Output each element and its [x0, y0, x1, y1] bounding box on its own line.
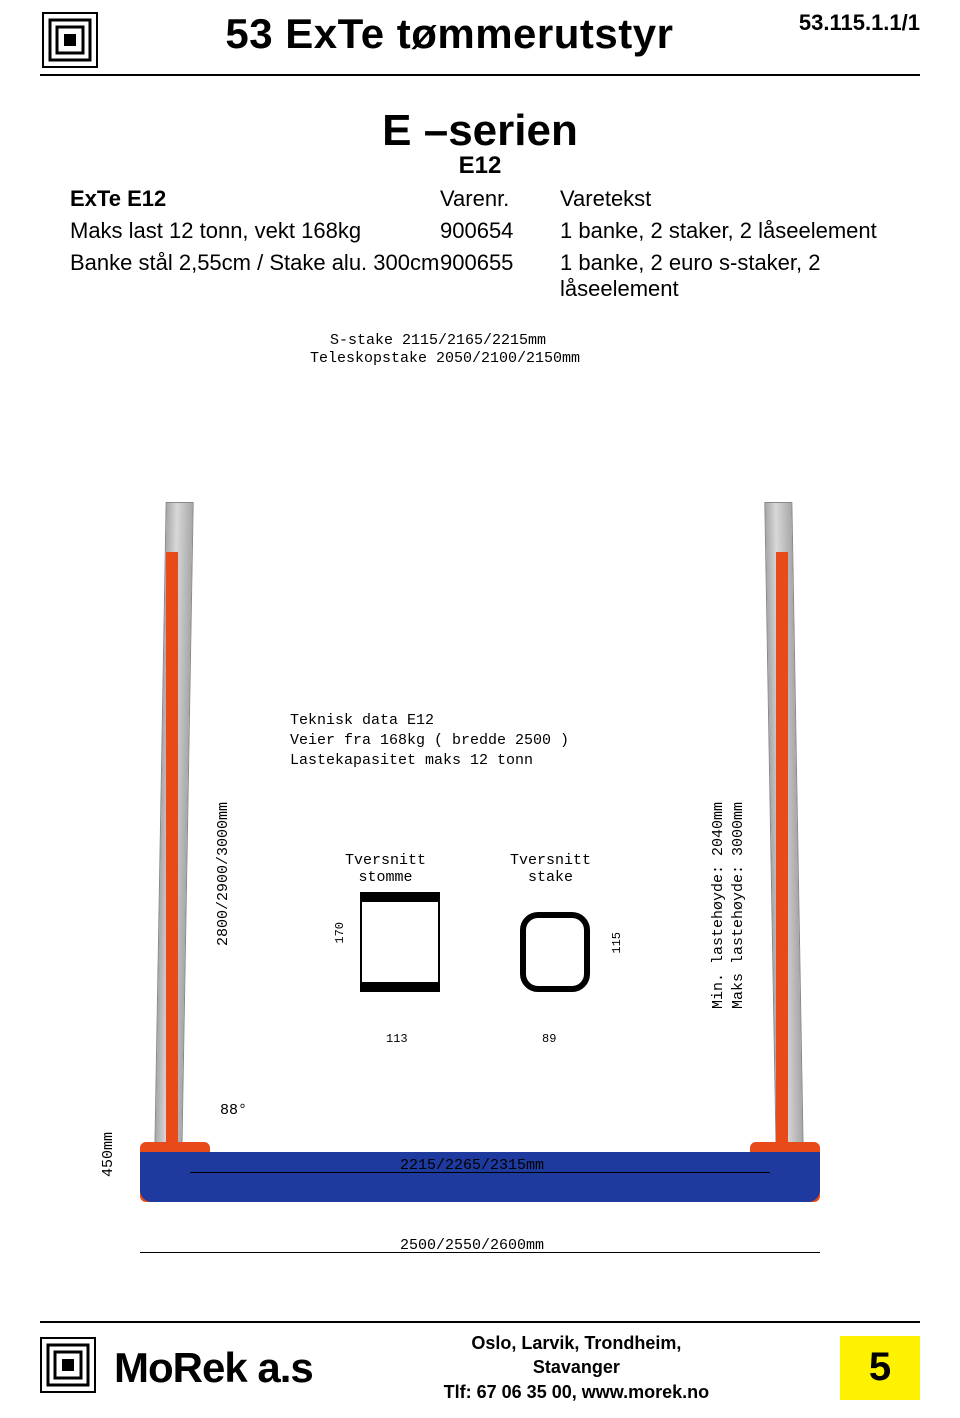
td-varenr: 900654 [440, 218, 560, 244]
dim-max-height: Maks lastehøyde: 3000mm [730, 802, 747, 1009]
table-row: Maks last 12 tonn, vekt 168kg 900654 1 b… [70, 218, 890, 244]
footer-line3: Tlf: 67 06 35 00, www.morek.no [331, 1380, 822, 1404]
table-row: Banke stål 2,55cm / Stake alu. 300cm 900… [70, 250, 890, 302]
header-logo [40, 10, 100, 70]
tech-line1: Veier fra 168kg ( bredde 2500 ) [290, 732, 569, 749]
th-varenr: Varenr. [440, 186, 560, 212]
page-title: 53 ExTe tømmerutstyr [120, 10, 779, 58]
content-area: E –serien E12 ExTe E12 Varenr. Varetekst… [0, 76, 960, 1272]
right-stake-stripe [776, 552, 788, 1152]
page-footer: MoRek a.s Oslo, Larvik, Trondheim, Stava… [0, 1321, 960, 1404]
dim-170: 170 [333, 922, 347, 944]
tversnitt-stake-label: Tversnitt stake [510, 852, 591, 886]
telescope-label: Teleskopstake 2050/2100/2150mm [310, 350, 580, 367]
dim-89: 89 [542, 1032, 556, 1046]
footer-line1: Oslo, Larvik, Trondheim, [331, 1331, 822, 1355]
spec-table: ExTe E12 Varenr. Varetekst Maks last 12 … [70, 186, 890, 302]
th-product: ExTe E12 [70, 186, 440, 212]
footer-logo [40, 1337, 96, 1398]
dim-450: 450mm [100, 1132, 117, 1177]
tech-title: Teknisk data E12 [290, 712, 434, 729]
td-text: 1 banke, 2 euro s-staker, 2 låseelement [560, 250, 890, 302]
cross-section-stake [520, 912, 590, 992]
footer-line2: Stavanger [331, 1355, 822, 1379]
tversnitt-stomme-label: Tversnitt stomme [345, 852, 426, 886]
page-number: 5 [840, 1336, 920, 1400]
technical-diagram: S-stake 2115/2165/2215mm Teleskopstake 2… [70, 332, 890, 1272]
td-varenr: 900655 [440, 250, 560, 302]
footer-contact: Oslo, Larvik, Trondheim, Stavanger Tlf: … [331, 1331, 822, 1404]
series-heading: E –serien E12 [70, 106, 890, 180]
footer-brand: MoRek a.s [114, 1344, 313, 1392]
s-stake-label: S-stake 2115/2165/2215mm [330, 332, 546, 349]
td-desc: Maks last 12 tonn, vekt 168kg [70, 218, 440, 244]
page-code: 53.115.1.1/1 [799, 10, 920, 36]
dim-113: 113 [386, 1032, 408, 1046]
td-text: 1 banke, 2 staker, 2 låseelement [560, 218, 890, 244]
page-header: 53 ExTe tømmerutstyr 53.115.1.1/1 [0, 0, 960, 70]
tech-line2: Lastekapasitet maks 12 tonn [290, 752, 533, 769]
footer-rule [40, 1321, 920, 1323]
table-header-row: ExTe E12 Varenr. Varetekst [70, 186, 890, 212]
angle-label: 88° [220, 1102, 247, 1119]
series-subtitle: E12 [70, 152, 890, 180]
dim-115: 115 [610, 932, 624, 954]
dim-min-height: Min. lastehøyde: 2040mm [710, 802, 727, 1009]
dim-inner-line [190, 1172, 770, 1173]
left-stake-stripe [166, 552, 178, 1152]
dim-outer-line [140, 1252, 820, 1253]
th-varetekst: Varetekst [560, 186, 890, 212]
cross-section-stomme [360, 892, 440, 992]
series-title: E –serien [70, 106, 890, 156]
td-desc: Banke stål 2,55cm / Stake alu. 300cm [70, 250, 440, 302]
dim-left-height: 2800/2900/3000mm [215, 802, 232, 946]
